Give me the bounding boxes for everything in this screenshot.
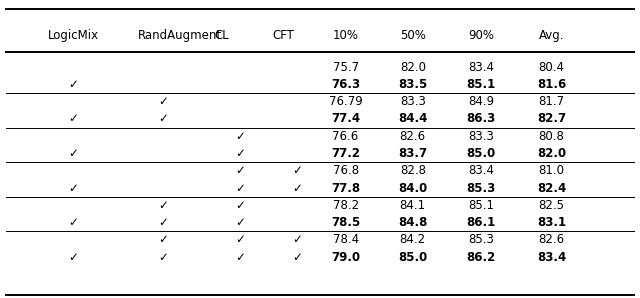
Text: ✓: ✓ bbox=[158, 251, 168, 264]
Text: LogicMix: LogicMix bbox=[48, 29, 99, 42]
Text: 85.3: 85.3 bbox=[467, 181, 496, 195]
Text: ✓: ✓ bbox=[158, 95, 168, 108]
Text: 81.0: 81.0 bbox=[539, 164, 564, 177]
Text: ✓: ✓ bbox=[235, 216, 245, 229]
Text: ✓: ✓ bbox=[68, 181, 79, 195]
Text: 75.7: 75.7 bbox=[333, 60, 358, 74]
Text: 84.1: 84.1 bbox=[400, 199, 426, 212]
Text: 78.2: 78.2 bbox=[333, 199, 358, 212]
Text: 84.4: 84.4 bbox=[398, 112, 428, 125]
Text: ✓: ✓ bbox=[235, 233, 245, 246]
Text: 84.9: 84.9 bbox=[468, 95, 494, 108]
Text: ✓: ✓ bbox=[68, 112, 79, 125]
Text: ✓: ✓ bbox=[68, 216, 79, 229]
Text: 76.8: 76.8 bbox=[333, 164, 358, 177]
Text: ✓: ✓ bbox=[292, 251, 303, 264]
Text: ✓: ✓ bbox=[158, 199, 168, 212]
Text: ✓: ✓ bbox=[235, 147, 245, 160]
Text: 80.4: 80.4 bbox=[539, 60, 564, 74]
Text: 80.8: 80.8 bbox=[539, 130, 564, 143]
Text: ✓: ✓ bbox=[235, 199, 245, 212]
Text: 50%: 50% bbox=[400, 29, 426, 42]
Text: 85.0: 85.0 bbox=[398, 251, 428, 264]
Text: RandAugment: RandAugment bbox=[138, 29, 221, 42]
Text: 83.1: 83.1 bbox=[537, 216, 566, 229]
Text: 85.0: 85.0 bbox=[467, 147, 496, 160]
Text: 82.6: 82.6 bbox=[539, 233, 564, 246]
Text: CFT: CFT bbox=[272, 29, 294, 42]
Text: 85.1: 85.1 bbox=[467, 78, 496, 91]
Text: 83.4: 83.4 bbox=[468, 60, 494, 74]
Text: 83.4: 83.4 bbox=[468, 164, 494, 177]
Text: ✓: ✓ bbox=[235, 181, 245, 195]
Text: 86.2: 86.2 bbox=[467, 251, 496, 264]
Text: 82.4: 82.4 bbox=[537, 181, 566, 195]
Text: ✓: ✓ bbox=[158, 233, 168, 246]
Text: 76.6: 76.6 bbox=[332, 130, 359, 143]
Text: 78.4: 78.4 bbox=[333, 233, 358, 246]
Text: ✓: ✓ bbox=[68, 147, 79, 160]
Text: 84.2: 84.2 bbox=[400, 233, 426, 246]
Text: 84.8: 84.8 bbox=[398, 216, 428, 229]
Text: 10%: 10% bbox=[333, 29, 358, 42]
Text: 78.5: 78.5 bbox=[331, 216, 360, 229]
Text: 86.3: 86.3 bbox=[467, 112, 496, 125]
Text: ✓: ✓ bbox=[158, 112, 168, 125]
Text: 82.0: 82.0 bbox=[537, 147, 566, 160]
Text: 81.7: 81.7 bbox=[539, 95, 564, 108]
Text: ✓: ✓ bbox=[292, 181, 303, 195]
Text: 82.6: 82.6 bbox=[400, 130, 426, 143]
Text: ✓: ✓ bbox=[292, 164, 303, 177]
Text: ✓: ✓ bbox=[68, 78, 79, 91]
Text: 83.3: 83.3 bbox=[468, 130, 494, 143]
Text: 83.3: 83.3 bbox=[400, 95, 426, 108]
Text: ✓: ✓ bbox=[235, 251, 245, 264]
Text: 90%: 90% bbox=[468, 29, 494, 42]
Text: Avg.: Avg. bbox=[539, 29, 564, 42]
Text: CL: CL bbox=[214, 29, 229, 42]
Text: 82.5: 82.5 bbox=[539, 199, 564, 212]
Text: 84.0: 84.0 bbox=[398, 181, 428, 195]
Text: 83.7: 83.7 bbox=[398, 147, 428, 160]
Text: 79.0: 79.0 bbox=[331, 251, 360, 264]
Text: 77.2: 77.2 bbox=[331, 147, 360, 160]
Text: 77.4: 77.4 bbox=[331, 112, 360, 125]
Text: 77.8: 77.8 bbox=[331, 181, 360, 195]
Text: 82.8: 82.8 bbox=[400, 164, 426, 177]
Text: 85.3: 85.3 bbox=[468, 233, 494, 246]
Text: ✓: ✓ bbox=[68, 251, 79, 264]
Text: 83.5: 83.5 bbox=[398, 78, 428, 91]
Text: 82.7: 82.7 bbox=[537, 112, 566, 125]
Text: 81.6: 81.6 bbox=[537, 78, 566, 91]
Text: 76.79: 76.79 bbox=[329, 95, 362, 108]
Text: ✓: ✓ bbox=[235, 130, 245, 143]
Text: ✓: ✓ bbox=[158, 216, 168, 229]
Text: 82.0: 82.0 bbox=[400, 60, 426, 74]
Text: ✓: ✓ bbox=[292, 233, 303, 246]
Text: ✓: ✓ bbox=[235, 164, 245, 177]
Text: 85.1: 85.1 bbox=[468, 199, 494, 212]
Text: 76.3: 76.3 bbox=[331, 78, 360, 91]
Text: 83.4: 83.4 bbox=[537, 251, 566, 264]
Text: 86.1: 86.1 bbox=[467, 216, 496, 229]
